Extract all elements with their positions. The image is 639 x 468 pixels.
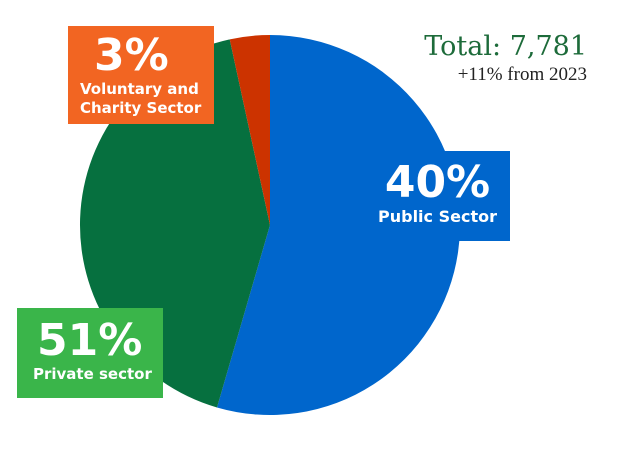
voluntary-sector-label: 3% Voluntary and Charity Sector [68,26,214,124]
chart-title: Total: 7,781 [424,31,587,62]
pie-slice-voluntary-and-charity-sector [229,35,270,225]
public-sector-label: 40% Public Sector [363,151,510,241]
public-sector-percent: 40% [384,157,491,208]
voluntary-sector-name-line2: Charity Sector [80,99,202,117]
pie-slice-public-sector [216,35,460,415]
private-sector-percent: 51% [37,315,143,366]
private-sector-name: Private sector [33,365,152,383]
public-sector-name: Public Sector [378,207,497,226]
private-sector-label: 51% Private sector [17,308,163,398]
chart-header: Total: 7,781 +11% from 2023 [424,31,587,87]
chart-subtitle: +11% from 2023 [457,64,587,85]
voluntary-sector-name-line1: Voluntary and [80,80,199,98]
voluntary-sector-percent: 3% [94,30,169,81]
